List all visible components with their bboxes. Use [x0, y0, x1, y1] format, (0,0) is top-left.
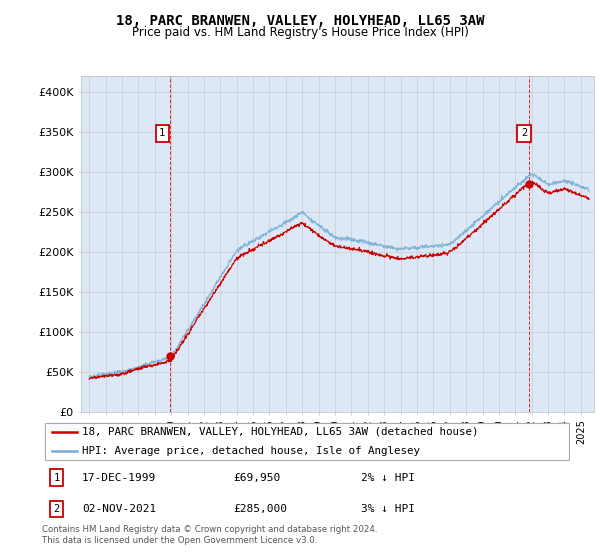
Text: £285,000: £285,000 — [233, 504, 287, 514]
Text: Price paid vs. HM Land Registry's House Price Index (HPI): Price paid vs. HM Land Registry's House … — [131, 26, 469, 39]
FancyBboxPatch shape — [44, 423, 569, 460]
Point — [524, 179, 534, 188]
Text: 2: 2 — [54, 504, 60, 514]
Point — [166, 351, 175, 360]
Text: HPI: Average price, detached house, Isle of Anglesey: HPI: Average price, detached house, Isle… — [82, 446, 420, 456]
Text: 18, PARC BRANWEN, VALLEY, HOLYHEAD, LL65 3AW: 18, PARC BRANWEN, VALLEY, HOLYHEAD, LL65… — [116, 14, 484, 28]
Text: £69,950: £69,950 — [233, 473, 280, 483]
Text: 17-DEC-1999: 17-DEC-1999 — [82, 473, 156, 483]
Text: 3% ↓ HPI: 3% ↓ HPI — [361, 504, 415, 514]
Text: 2: 2 — [521, 128, 527, 138]
Text: 02-NOV-2021: 02-NOV-2021 — [82, 504, 156, 514]
Text: Contains HM Land Registry data © Crown copyright and database right 2024.
This d: Contains HM Land Registry data © Crown c… — [42, 525, 377, 545]
Text: 2% ↓ HPI: 2% ↓ HPI — [361, 473, 415, 483]
Text: 18, PARC BRANWEN, VALLEY, HOLYHEAD, LL65 3AW (detached house): 18, PARC BRANWEN, VALLEY, HOLYHEAD, LL65… — [82, 427, 478, 437]
Text: 1: 1 — [54, 473, 60, 483]
Text: 1: 1 — [159, 128, 166, 138]
